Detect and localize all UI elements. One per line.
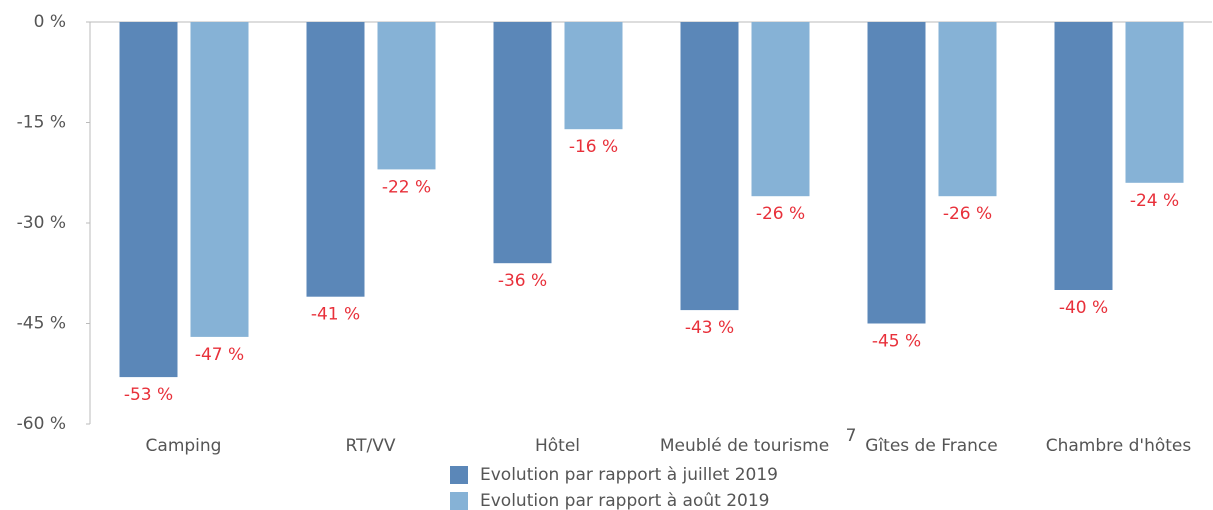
x-tick-label: Camping <box>146 436 222 456</box>
bar <box>680 22 739 311</box>
x-tick-label: Gîtes de France <box>865 436 997 456</box>
bar <box>751 22 810 197</box>
y-tick-label: 0 % <box>34 12 66 32</box>
y-tick-label: -15 % <box>17 113 66 133</box>
legend-swatch <box>450 492 468 510</box>
y-tick-label: -60 % <box>17 414 66 434</box>
bar <box>306 22 365 297</box>
bar <box>1125 22 1184 183</box>
bar <box>938 22 997 197</box>
x-tick-label: Chambre d'hôtes <box>1046 436 1192 456</box>
annotation: 7 <box>846 426 857 446</box>
value-label: -45 % <box>872 332 921 352</box>
bar <box>1054 22 1113 290</box>
x-tick-label: RT/VV <box>346 436 396 456</box>
legend-label: Evolution par rapport à août 2019 <box>480 491 769 510</box>
value-label: -36 % <box>498 271 547 291</box>
value-label: -40 % <box>1059 298 1108 318</box>
value-label: -16 % <box>569 137 618 157</box>
bar <box>119 22 178 378</box>
bar <box>190 22 249 337</box>
y-tick-label: -30 % <box>17 213 66 233</box>
value-label: -24 % <box>1130 191 1179 211</box>
value-label: -26 % <box>756 204 805 224</box>
bar <box>493 22 552 264</box>
bar <box>377 22 436 170</box>
value-label: -47 % <box>195 345 244 365</box>
y-tick-label: -45 % <box>17 314 66 334</box>
value-label: -26 % <box>943 204 992 224</box>
legend-label: Evolution par rapport à juillet 2019 <box>480 465 778 485</box>
x-tick-label: Hôtel <box>535 436 580 456</box>
value-label: -22 % <box>382 177 431 197</box>
value-label: -41 % <box>311 305 360 325</box>
value-label: -43 % <box>685 318 734 338</box>
bar <box>867 22 926 324</box>
value-label: -53 % <box>124 385 173 405</box>
bar <box>564 22 623 130</box>
x-tick-label: Meublé de tourisme <box>660 436 829 456</box>
legend-swatch <box>450 466 468 484</box>
